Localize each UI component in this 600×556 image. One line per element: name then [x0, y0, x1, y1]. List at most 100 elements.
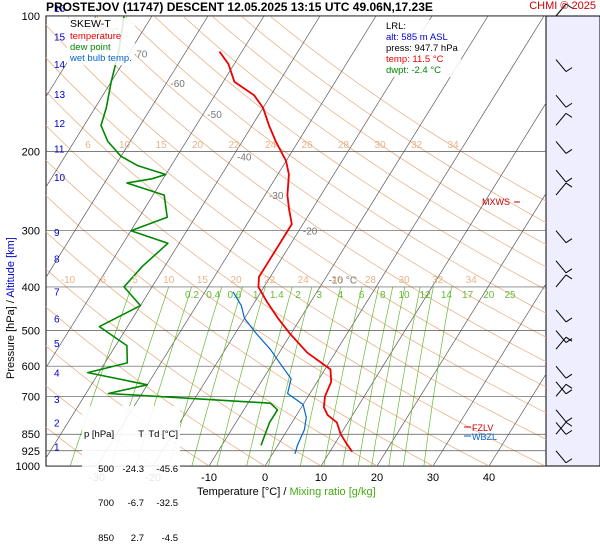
wind-barb-staff [555, 59, 567, 72]
isotherm-label: -60 [170, 79, 185, 90]
pressure-tick-label: 600 [22, 361, 40, 373]
temperature-line [218, 51, 353, 453]
wind-barb-flag [565, 417, 573, 423]
dry-adiabat-line [153, 16, 546, 291]
table-header-row: p [hPa] T Td [°C] [84, 429, 178, 441]
isotherm-label: -40 [237, 152, 252, 163]
dry-adiabat-label: 28 [365, 275, 377, 286]
wbzl-label: WBZL [472, 432, 497, 442]
wind-barb-flag [565, 182, 573, 188]
dry-adiabat-line [95, 16, 546, 338]
dry-adiabat-label: -10 [61, 275, 76, 286]
legend-item-temperature: temperature [70, 31, 122, 42]
isotherm-label: -10 °C [329, 275, 357, 286]
altitude-tick-label: 4 [54, 369, 60, 380]
mixing-ratio-label: 0.2 [185, 290, 199, 301]
altitude-tick-label: 5 [54, 339, 60, 350]
wind-barb-flag [565, 317, 573, 323]
wetbulb-line [232, 291, 307, 455]
legend-item-dewpoint: dew point [70, 42, 111, 53]
wind-barb-staff [555, 113, 567, 126]
y-axis-title-altitude: Altitude [km] [5, 237, 17, 298]
isotherm-line [152, 16, 433, 466]
isotherm-line [488, 373, 546, 466]
pressure-tick-label: 500 [22, 326, 40, 338]
wind-barb-staff [555, 336, 567, 350]
mixing-ratio-label: 3 [316, 290, 322, 301]
wind-barb-staff [555, 365, 567, 379]
dry-adiabat-label: 22 [228, 140, 240, 151]
wind-barb-flag [565, 458, 573, 464]
isotherm-line [376, 192, 546, 466]
wind-barb-staff [555, 409, 567, 423]
mxws-label: MXWS [482, 197, 510, 207]
isotherm-line [432, 283, 546, 466]
dry-adiabat-label: 30 [374, 140, 386, 151]
altitude-tick-label: 1 [54, 442, 60, 453]
wind-barb-staff [555, 141, 567, 154]
profiles-layer [86, 16, 353, 455]
wind-barb-flag [565, 421, 573, 427]
table-row: 500 -24.3 -45.6 [84, 464, 178, 476]
wind-barb-flag [565, 429, 573, 435]
wind-barb-flag [565, 389, 573, 395]
altitude-tick-label: 11 [54, 145, 65, 156]
altitude-tick-label: 15 [54, 32, 66, 43]
mixing-ratio-label: 20 [483, 290, 495, 301]
temperature-tick-label: 10 [315, 472, 327, 484]
wind-barb-flag [565, 383, 573, 389]
dewpoint-line [86, 16, 279, 446]
temperature-tick-label: 30 [427, 472, 439, 484]
dry-adiabat-label: 34 [447, 140, 459, 151]
wind-barb-flag [565, 238, 573, 244]
dry-adiabat-label: 15 [155, 140, 167, 151]
wind-barb-flag [565, 3, 573, 9]
lrl-temp: temp: 11.5 °C [386, 54, 444, 65]
dry-adiabat-label: 24 [265, 140, 277, 151]
wind-barb-flag [565, 338, 573, 343]
lrl-press: press: 947.7 hPa [386, 43, 458, 54]
wind-barb-staff [555, 169, 567, 183]
pressure-tick-label: 1000 [16, 461, 40, 473]
dry-adiabat-line [46, 24, 546, 388]
x-axis-title-mixing: Mixing ratio [g/kg] [289, 486, 376, 498]
mixing-ratio-label: 12 [420, 290, 432, 301]
isotherm-line [46, 16, 209, 278]
wind-barb-staff [555, 421, 567, 435]
mixing-ratio-label: 0.6 [227, 290, 241, 301]
wind-barb-flag [565, 274, 573, 280]
dry-adiabat-label: 6 [85, 140, 91, 151]
dry-adiabat-label: 24 [298, 275, 310, 286]
mixing-ratio-label: 4 [338, 290, 344, 301]
dry-adiabat-label: 32 [411, 140, 423, 151]
altitude-tick-label: 13 [54, 90, 66, 101]
summary-table: p [hPa] T Td [°C] 500 -24.3 -45.6 700 -6… [82, 406, 180, 556]
isotherm-line [46, 16, 153, 188]
legend-item-wetbulb: wet bulb temp. [70, 53, 132, 64]
credit-text: CHMI © 2025 [529, 0, 596, 12]
wind-barb-staff [555, 230, 567, 244]
mixing-ratio-label: 25 [504, 290, 516, 301]
isotherm-label: -50 [207, 110, 222, 121]
wind-barb-flag [565, 177, 573, 183]
wind-barb-flag [565, 336, 573, 342]
temperature-tick-label: 0 [262, 472, 268, 484]
wind-barb-staff [555, 330, 567, 343]
isotherm-line [264, 16, 545, 466]
isotherm-line [46, 16, 321, 459]
altitude-tick-label: 8 [54, 255, 60, 266]
lrl-info: LRL: alt: 585 m ASL press: 947.7 hPa tem… [383, 20, 461, 77]
pressure-tick-label: 850 [22, 429, 40, 441]
wind-barbs-layer [555, 3, 573, 464]
isotherm-label: -20 [303, 227, 318, 238]
dry-adiabat-label: 20 [192, 140, 204, 151]
dry-adiabat-label: 10 [163, 275, 175, 286]
wind-barb-staff [555, 381, 567, 395]
dry-adiabat-label: 26 [301, 140, 313, 151]
wind-barb-staff [555, 260, 567, 274]
dry-adiabat-label: 22 [264, 275, 276, 286]
lrl-alt: alt: 585 m ASL [386, 32, 448, 43]
isotherm-line [208, 16, 489, 466]
temperature-tick-label: -10 [201, 472, 217, 484]
dry-adiabat-label: 10 [119, 140, 131, 151]
